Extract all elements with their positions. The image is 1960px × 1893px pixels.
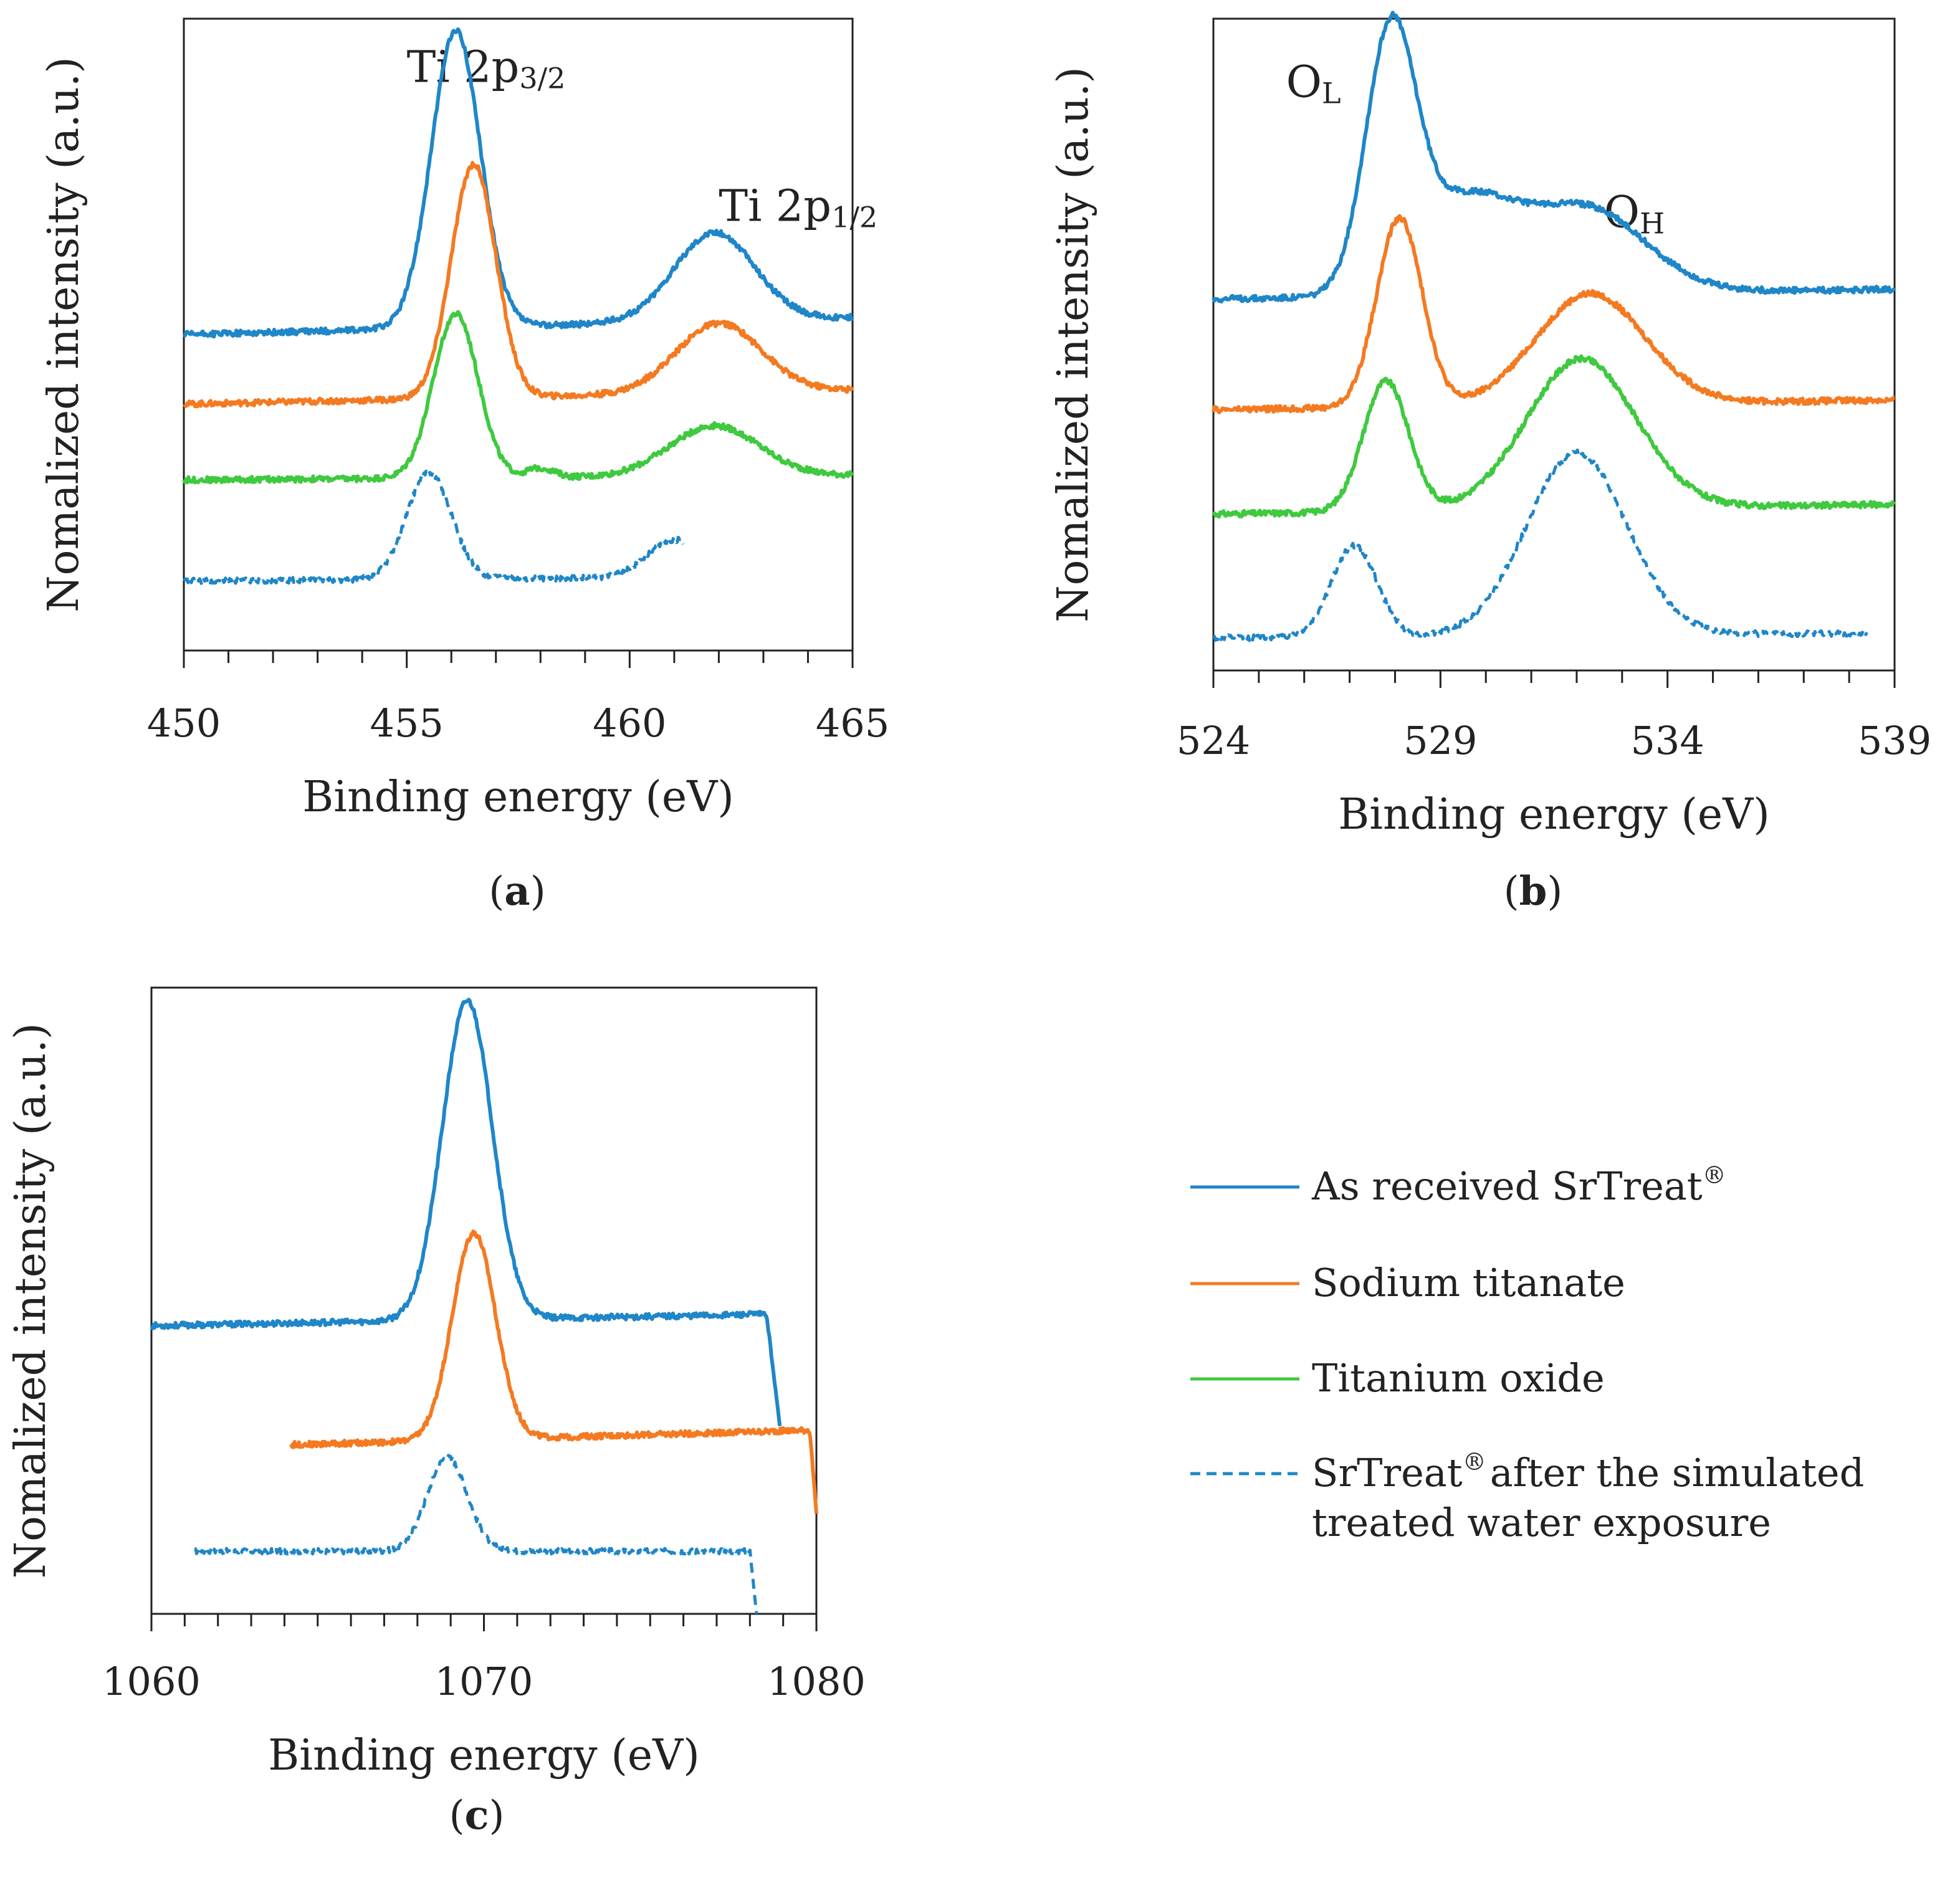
series-line-as_received bbox=[183, 27, 854, 339]
x-axis-label: Binding energy (eV) bbox=[268, 1731, 699, 1780]
panel-label: (b) bbox=[1504, 868, 1563, 915]
series-line-after_exposure bbox=[183, 467, 685, 585]
chart-panel-b: 524 529 534 539 Binding energy (eV) Nomalized… bbox=[1049, 11, 1931, 915]
series-line-titanium_oxide bbox=[1212, 354, 1896, 519]
chart-panel-c: 1060 1070 1080 Binding energy (eV) Nomalized… bbox=[6, 986, 866, 1839]
series-line-sodium_titanate bbox=[183, 161, 854, 409]
x-axis-label: Binding energy (eV) bbox=[302, 773, 734, 822]
x-tick-label: 1070 bbox=[435, 1659, 533, 1704]
x-tick-label: 534 bbox=[1630, 718, 1704, 763]
plot-frame bbox=[150, 986, 818, 1615]
x-tick-label: 450 bbox=[147, 700, 221, 746]
peak-annotation: OL bbox=[1286, 57, 1341, 110]
x-axis-label: Binding energy (eV) bbox=[1338, 790, 1769, 839]
legend-label-after_exposure-line2: treated water exposure bbox=[1312, 1500, 1771, 1545]
x-tick-label: 524 bbox=[1177, 718, 1250, 763]
plot-frame bbox=[1212, 17, 1896, 672]
x-tick-label: 529 bbox=[1403, 718, 1477, 763]
series-line-as_received bbox=[1212, 11, 1896, 304]
x-tick-label: 1060 bbox=[102, 1659, 201, 1704]
legend-label-titanium_oxide: Titanium oxide bbox=[1312, 1355, 1605, 1401]
series-line-after_exposure bbox=[194, 1454, 758, 1614]
legend-label-sodium_titanate: Sodium titanate bbox=[1312, 1260, 1625, 1305]
peak-annotation: Ti 2p1/2 bbox=[719, 180, 877, 234]
legend: As received SrTreat® Sodium titanate Titan… bbox=[1190, 1161, 1864, 1545]
x-tick-label: 465 bbox=[816, 700, 889, 746]
legend-label-after_exposure: SrTreat®after the simulated bbox=[1312, 1448, 1864, 1495]
y-axis-label: Nomalized intensity (a.u.) bbox=[39, 57, 88, 613]
panel-label: (a) bbox=[489, 868, 545, 915]
x-tick-label: 455 bbox=[370, 700, 443, 746]
series-line-as_received bbox=[150, 998, 782, 1426]
series-line-sodium_titanate bbox=[1212, 214, 1896, 414]
legend-label-as_received: As received SrTreat® bbox=[1311, 1161, 1726, 1209]
peak-annotation: Ti 2p3/2 bbox=[407, 41, 566, 95]
x-tick-label: 1080 bbox=[767, 1659, 866, 1704]
series-line-after_exposure bbox=[1213, 448, 1868, 642]
y-axis-label: Nomalized intensity (a.u.) bbox=[1049, 67, 1098, 622]
y-axis-label: Nomalized intensity (a.u.) bbox=[6, 1023, 55, 1579]
chart-panel-a: 450 455 460 465 Binding energy (eV) Nomalized… bbox=[39, 17, 889, 915]
series-line-sodium_titanate bbox=[289, 1229, 818, 1514]
panel-label: (c) bbox=[449, 1792, 505, 1839]
x-tick-label: 539 bbox=[1858, 718, 1931, 763]
x-tick-label: 460 bbox=[593, 700, 666, 746]
series-line-titanium_oxide bbox=[182, 310, 854, 485]
